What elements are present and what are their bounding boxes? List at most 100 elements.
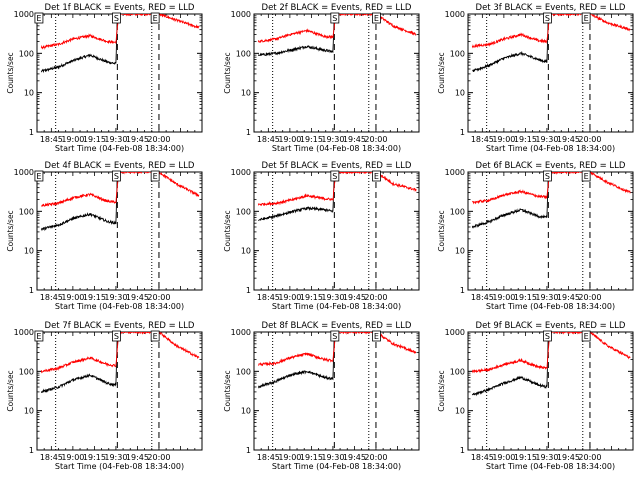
y-tick-label: 1 bbox=[246, 286, 251, 295]
x-tick-label: 19:15 bbox=[300, 453, 323, 462]
x-tick-label: 20:00 bbox=[147, 293, 170, 302]
marker-box bbox=[543, 170, 552, 182]
y-tick-label: 100 bbox=[19, 367, 34, 376]
marker-box bbox=[150, 330, 160, 342]
x-tick-label: 19:45 bbox=[343, 293, 366, 302]
marker-box bbox=[330, 170, 340, 182]
x-tick-label: 19:00 bbox=[61, 453, 84, 462]
y-tick-label: 10 bbox=[455, 89, 465, 98]
x-axis-label: Start Time (04-Feb-08 18:34:00) bbox=[272, 144, 401, 153]
x-tick-label: 19:00 bbox=[278, 453, 301, 462]
x-tick-label: 19:45 bbox=[557, 293, 580, 302]
chart-panel-7: Det 7f BLACK = Events, RED = LLD 1 10 100 10… bbox=[6, 321, 203, 471]
series-group bbox=[40, 332, 200, 393]
chart-panel-8: Det 8f BLACK = Events, RED = LLD 1 10 100 10… bbox=[223, 321, 420, 471]
lld-series-line bbox=[257, 172, 417, 207]
y-tick-label: 10 bbox=[24, 407, 34, 416]
y-tick-label: 100 bbox=[236, 49, 251, 58]
x-tick-label: 19:00 bbox=[61, 293, 84, 302]
x-tick-label: 19:30 bbox=[104, 293, 127, 302]
marker-box bbox=[330, 12, 340, 24]
chart-title: Det 3f BLACK = Events, RED = LLD bbox=[476, 3, 626, 13]
x-tick-label: 18:45 bbox=[471, 453, 494, 462]
y-tick-label: 1 bbox=[246, 128, 251, 137]
marker-box bbox=[581, 12, 591, 24]
y-tick-label: 10 bbox=[455, 407, 465, 416]
y-tick-label: 1000 bbox=[14, 328, 34, 337]
y-axis-label: Counts/sec bbox=[223, 52, 232, 93]
marker-box bbox=[581, 330, 591, 342]
events-series-line bbox=[257, 14, 335, 57]
series-group bbox=[471, 332, 631, 397]
marker-label: E bbox=[153, 172, 158, 181]
marker-box bbox=[34, 170, 44, 182]
y-tick-label: 10 bbox=[241, 407, 251, 416]
marker-label: S bbox=[545, 332, 550, 341]
marker-label: E bbox=[374, 14, 379, 23]
x-tick-label: 19:15 bbox=[83, 293, 106, 302]
x-tick-label: 19:45 bbox=[343, 453, 366, 462]
y-tick-label: 100 bbox=[19, 207, 34, 216]
x-tick-label: 19:30 bbox=[321, 293, 344, 302]
x-tick-label: 19:30 bbox=[104, 135, 127, 144]
x-tick-label: 20:00 bbox=[364, 453, 387, 462]
y-tick-label: 1 bbox=[29, 446, 34, 455]
marker-label: S bbox=[114, 332, 119, 341]
marker-label: E bbox=[584, 14, 589, 23]
marker-label: E bbox=[36, 172, 41, 181]
marker-label: E bbox=[584, 172, 589, 181]
chart-title: Det 1f BLACK = Events, RED = LLD bbox=[45, 3, 195, 13]
x-tick-label: 19:00 bbox=[492, 135, 515, 144]
y-tick-label: 1000 bbox=[445, 328, 465, 337]
x-tick-label: 20:00 bbox=[364, 135, 387, 144]
x-tick-label: 19:45 bbox=[557, 135, 580, 144]
x-tick-label: 18:45 bbox=[257, 135, 280, 144]
marker-label: S bbox=[332, 332, 337, 341]
plot-frame bbox=[253, 331, 420, 451]
events-series-line bbox=[471, 332, 549, 397]
marker-label: E bbox=[374, 332, 379, 341]
x-tick-label: 19:00 bbox=[492, 453, 515, 462]
marker-label: S bbox=[545, 172, 550, 181]
y-tick-label: 100 bbox=[450, 207, 465, 216]
plot-frame bbox=[467, 331, 634, 451]
y-tick-label: 1 bbox=[460, 446, 465, 455]
y-axis-label: Counts/sec bbox=[6, 52, 15, 93]
x-tick-label: 18:45 bbox=[40, 453, 63, 462]
y-tick-label: 100 bbox=[450, 49, 465, 58]
marker-label: E bbox=[374, 172, 379, 181]
x-axis-label: Start Time (04-Feb-08 18:34:00) bbox=[486, 144, 615, 153]
y-axis-label: Counts/sec bbox=[223, 210, 232, 251]
x-tick-label: 20:00 bbox=[147, 453, 170, 462]
series-group bbox=[471, 172, 631, 229]
y-tick-label: 10 bbox=[24, 247, 34, 256]
chart-title: Det 7f BLACK = Events, RED = LLD bbox=[45, 321, 195, 331]
y-tick-label: 1000 bbox=[231, 10, 251, 19]
chart-panel-6: Det 6f BLACK = Events, RED = LLD 1 10 100 10… bbox=[437, 161, 634, 311]
x-axis-label: Start Time (04-Feb-08 18:34:00) bbox=[55, 302, 184, 311]
x-tick-label: 18:45 bbox=[40, 293, 63, 302]
chart-title: Det 2f BLACK = Events, RED = LLD bbox=[262, 3, 412, 13]
y-tick-label: 1 bbox=[29, 286, 34, 295]
x-tick-label: 19:45 bbox=[126, 293, 149, 302]
y-tick-label: 1000 bbox=[445, 10, 465, 19]
x-axis-label: Start Time (04-Feb-08 18:34:00) bbox=[272, 462, 401, 471]
x-tick-label: 18:45 bbox=[471, 135, 494, 144]
y-tick-label: 1000 bbox=[231, 328, 251, 337]
y-axis-label: Counts/sec bbox=[437, 52, 446, 93]
y-tick-label: 100 bbox=[450, 367, 465, 376]
lld-series-line bbox=[40, 172, 200, 207]
y-tick-label: 1000 bbox=[231, 168, 251, 177]
lld-series-line bbox=[471, 332, 631, 374]
y-tick-label: 1 bbox=[460, 128, 465, 137]
y-tick-label: 1 bbox=[460, 286, 465, 295]
x-tick-label: 19:00 bbox=[278, 293, 301, 302]
marker-box bbox=[372, 330, 381, 342]
x-tick-label: 19:45 bbox=[557, 453, 580, 462]
y-tick-label: 1000 bbox=[14, 168, 34, 177]
chart-panel-4: Det 4f BLACK = Events, RED = LLD 1 10 100 10… bbox=[6, 161, 203, 311]
y-axis-label: Counts/sec bbox=[6, 370, 15, 411]
events-series-line bbox=[258, 172, 335, 222]
x-tick-label: 20:00 bbox=[578, 135, 601, 144]
y-tick-label: 100 bbox=[19, 49, 34, 58]
